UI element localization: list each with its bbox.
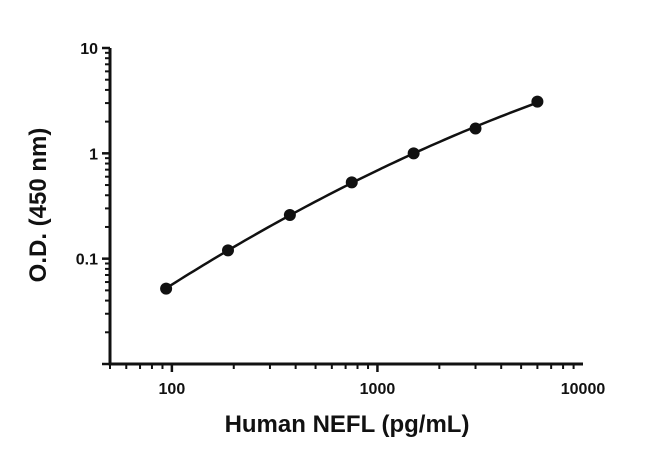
data-point xyxy=(345,176,358,189)
fit-curve xyxy=(165,101,538,290)
data-point xyxy=(469,122,482,135)
x-tick-label: 100 xyxy=(159,381,186,398)
data-point xyxy=(283,208,296,221)
data-points xyxy=(160,95,544,295)
x-axis-title: Human NEFL (pg/mL) xyxy=(225,411,470,438)
y-tick-label: 0.1 xyxy=(76,252,98,269)
data-point xyxy=(407,147,420,160)
y-tick-label: 10 xyxy=(80,41,98,58)
data-point xyxy=(160,282,173,295)
y-tick-label: 1 xyxy=(89,146,98,163)
y-axis: 0.1 1 10 xyxy=(76,41,112,366)
x-tick-label: 10000 xyxy=(561,381,606,398)
x-tick-label: 1000 xyxy=(360,381,396,398)
x-axis: 100 1000 10000 xyxy=(108,362,606,398)
y-axis-title: O.D. (450 nm) xyxy=(25,128,52,283)
data-point xyxy=(531,95,544,108)
data-point xyxy=(221,244,234,257)
